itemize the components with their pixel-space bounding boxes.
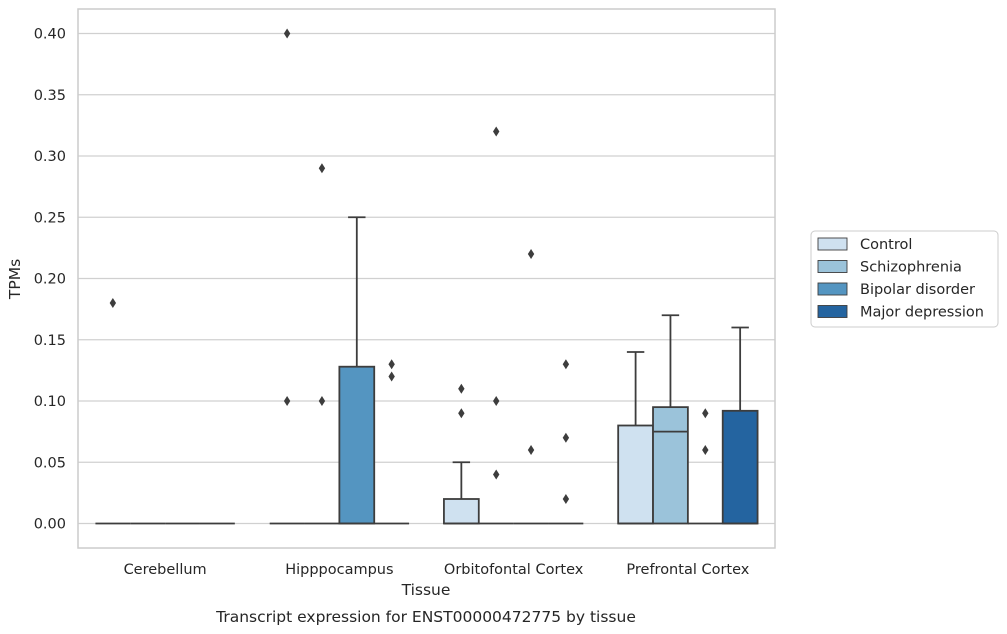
boxes (95, 28, 759, 525)
outlier-point (388, 371, 395, 382)
box-group (478, 126, 514, 525)
y-tick-label: 0.15 (34, 333, 66, 349)
outlier-point (283, 28, 291, 39)
legend-swatch (817, 260, 848, 273)
outlier-point (458, 408, 465, 419)
x-tick-label: Cerebellum (124, 562, 207, 578)
legend-label: Bipolar disorder (860, 282, 975, 298)
y-tick-labels: 0.00 0.05 0.10 0.15 0.20 0.25 0.30 0.35 0.40 (34, 27, 66, 533)
y-tick-label: 0.30 (34, 149, 66, 165)
box-group (95, 298, 131, 525)
y-tick-label: 0.25 (34, 210, 66, 226)
y-tick-label: 0.35 (34, 88, 66, 104)
box-group (617, 351, 654, 525)
outlier-point (527, 249, 535, 259)
legend-swatch (817, 237, 848, 251)
x-tick-label: Prefrontal Cortex (626, 562, 749, 578)
y-tick-label: 0.00 (34, 517, 66, 533)
outlier-point (493, 126, 500, 137)
outlier-point (562, 359, 570, 370)
box-body (721, 409, 759, 525)
outlier-point (493, 469, 500, 480)
outlier-point (318, 163, 326, 174)
box-group (269, 28, 305, 525)
x-axis-label: Tissue (401, 581, 451, 599)
outlier-point (527, 445, 535, 455)
box-body (443, 498, 480, 525)
box-group (338, 216, 376, 525)
y-tick-label: 0.10 (34, 394, 66, 410)
outlier-point (388, 359, 395, 370)
box-group (548, 359, 584, 525)
outlier-point (702, 408, 709, 419)
box-group (443, 383, 480, 525)
box-group (304, 163, 340, 525)
outlier-point (318, 396, 326, 406)
x-tick-label: Hipppocampus (285, 562, 393, 578)
box-body (338, 365, 376, 525)
gridlines (78, 32, 775, 525)
y-tick-label: 0.20 (34, 272, 66, 288)
outlier-point (458, 383, 465, 394)
legend: Control Schizophrenia Bipolar disorder Majo… (810, 230, 999, 328)
outlier-point (109, 298, 117, 308)
x-tick-labels: Cerebellum Hipppocampus Orbitofontal Corte… (124, 562, 750, 578)
box-group (513, 249, 549, 525)
outlier-point (562, 432, 570, 443)
legend-swatch (817, 282, 848, 296)
legend-frame (810, 230, 999, 328)
outlier-point (562, 494, 570, 504)
box-group (687, 408, 723, 525)
chart-caption: Transcript expression for ENST0000047277… (215, 608, 636, 626)
plot-area-frame (77, 8, 776, 549)
legend-label: Schizophrenia (860, 260, 962, 276)
box-group (721, 326, 759, 525)
outlier-point (702, 445, 709, 455)
legend-swatch (817, 305, 848, 318)
legend-label: Major depression (860, 305, 984, 321)
box-body (652, 406, 689, 525)
outlier-point (493, 396, 500, 406)
y-tick-label: 0.40 (34, 27, 66, 43)
box-group (374, 359, 410, 525)
outlier-point (283, 396, 291, 406)
legend-label: Control (860, 237, 912, 253)
y-axis-label: TPMs (6, 259, 24, 300)
box-body (617, 424, 654, 525)
y-tick-label: 0.05 (34, 455, 66, 471)
x-tick-label: Orbitofontal Cortex (444, 562, 584, 578)
box-group (652, 314, 689, 525)
